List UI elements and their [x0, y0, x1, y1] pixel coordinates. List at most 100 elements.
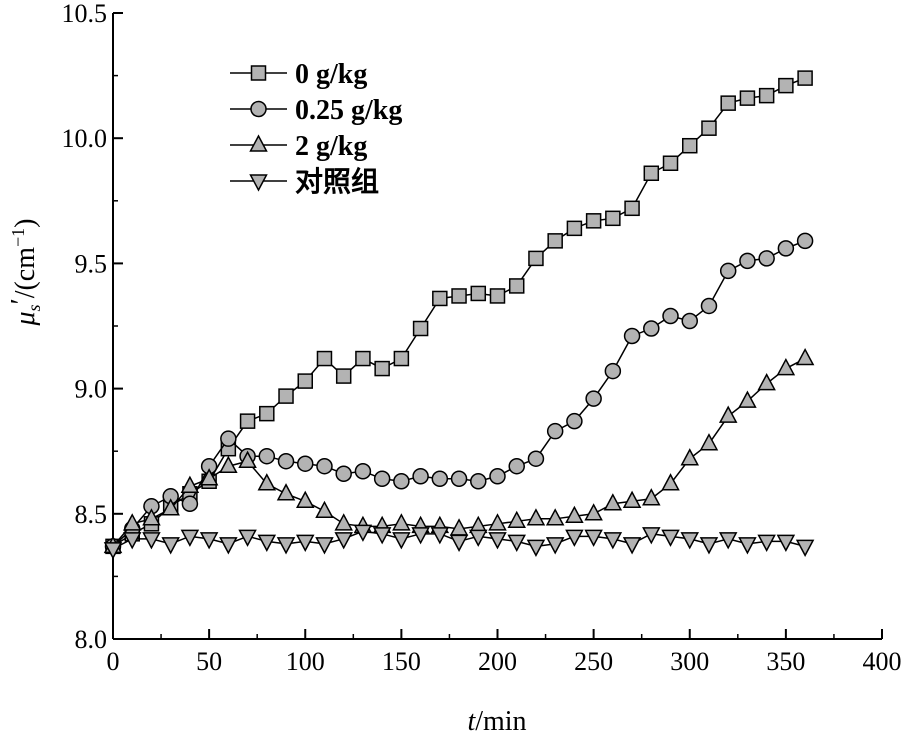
data-point-circle — [700, 297, 718, 315]
series-layer — [103, 70, 815, 560]
axes: 0 50 100 150 200 250 300 350 400 8.0 8.5 9.0 9.5 10.… — [62, 0, 902, 676]
data-point-triangle-down — [161, 537, 180, 555]
data-point-triangle-down — [622, 537, 642, 555]
data-point-square — [316, 350, 333, 367]
data-point-triangle-down — [661, 529, 680, 547]
data-point-circle — [489, 467, 506, 485]
x-tick-label: 100 — [286, 647, 325, 676]
data-point-circle — [719, 262, 737, 280]
data-point-triangle-up — [507, 510, 526, 529]
data-point-circle — [604, 362, 622, 380]
data-point-triangle-up — [526, 508, 546, 526]
data-point-triangle-down — [757, 534, 776, 552]
data-point-triangle-down — [430, 527, 450, 545]
data-point-triangle-down — [411, 527, 430, 545]
data-point-triangle-down — [718, 532, 738, 550]
data-point-triangle-up — [257, 473, 277, 491]
data-point-square — [605, 210, 621, 227]
data-point-triangle-down — [219, 537, 238, 555]
data-point-triangle-down — [488, 532, 507, 550]
legend-label: 2 g/kg — [295, 131, 367, 162]
data-point-triangle-up — [603, 493, 623, 511]
x-tick-label: 250 — [574, 647, 613, 676]
y-axis-title-close: ) — [10, 219, 41, 228]
data-point-circle — [508, 457, 525, 475]
data-point-triangle-up — [661, 473, 680, 491]
x-axis-title-unit: /min — [475, 706, 526, 737]
data-point-triangle-down — [603, 532, 623, 550]
series-line — [112, 357, 806, 547]
x-axis-title: t/min — [467, 706, 526, 737]
data-point-triangle-up — [199, 468, 219, 486]
data-point-circle — [643, 320, 660, 337]
series-line — [112, 240, 806, 547]
data-point-triangle-down — [738, 537, 757, 555]
data-point-square — [278, 388, 294, 404]
data-point-triangle-up — [238, 450, 257, 468]
data-point-triangle-down — [392, 532, 411, 550]
data-point-circle — [681, 312, 698, 330]
data-point-square — [643, 165, 660, 182]
data-point-triangle-down — [372, 527, 392, 545]
data-point-square — [451, 288, 467, 304]
data-point-triangle-up — [699, 433, 719, 451]
data-point-circle — [220, 430, 237, 447]
data-point-square — [335, 368, 352, 384]
series-triangle-up — [103, 347, 815, 554]
data-point-triangle-down — [180, 529, 200, 547]
y-ticks: 8.0 8.5 9.0 9.5 10.0 10.5 — [62, 0, 123, 654]
data-point-square — [662, 155, 679, 171]
data-point-square — [259, 405, 275, 422]
data-point-triangle-up — [545, 508, 565, 526]
data-point-triangle-down — [334, 532, 353, 550]
data-point-square — [682, 137, 698, 154]
data-point-square — [758, 87, 775, 104]
y-axis-title-superscript: −1 — [8, 228, 28, 247]
data-point-circle — [316, 457, 333, 475]
data-point-circle — [431, 470, 449, 487]
data-point-triangle-up — [680, 448, 699, 466]
y-tick-label: 8.0 — [75, 625, 108, 654]
data-point-circle — [393, 472, 410, 490]
data-point-square — [720, 95, 736, 111]
data-point-circle — [662, 307, 679, 325]
data-point-triangle-down — [315, 537, 334, 555]
legend-marker-triangle-up — [249, 134, 268, 152]
y-tick-label: 8.5 — [75, 500, 108, 529]
data-point-triangle-down — [103, 542, 123, 560]
data-point-square — [797, 70, 813, 86]
data-point-triangle-up — [565, 505, 584, 524]
data-point-circle — [181, 495, 199, 513]
data-point-triangle-up — [795, 347, 815, 366]
data-point-triangle-down — [353, 524, 373, 542]
data-point-triangle-down — [199, 532, 219, 550]
legend-item: 0 g/kg — [230, 59, 367, 90]
data-point-triangle-up — [776, 357, 796, 376]
data-point-square — [297, 373, 313, 389]
data-point-circle — [412, 467, 429, 485]
data-point-triangle-up — [142, 508, 161, 526]
y-axis-title-symbol: μ — [10, 311, 41, 326]
data-point-triangle-down — [545, 537, 565, 555]
data-point-triangle-down — [680, 532, 699, 550]
data-point-triangle-up — [584, 503, 603, 521]
data-point-square — [778, 77, 794, 94]
y-axis-title: μs′/(cm−1) — [6, 219, 44, 327]
x-tick-label: 50 — [196, 647, 222, 676]
x-axis-title-italic: t — [467, 706, 476, 737]
data-point-square — [547, 233, 563, 249]
data-point-triangle-up — [315, 500, 334, 519]
data-point-circle — [566, 412, 583, 430]
y-axis-title-prime: ′ — [6, 298, 37, 304]
x-tick-label: 400 — [863, 647, 902, 676]
data-point-triangle-up — [122, 513, 142, 531]
x-tick-label: 200 — [478, 647, 517, 676]
data-point-square — [566, 220, 583, 237]
data-point-triangle-down — [238, 529, 257, 547]
series-square — [105, 70, 813, 555]
data-point-triangle-down — [565, 529, 584, 547]
data-point-circle — [258, 447, 276, 465]
data-point-square — [412, 320, 429, 337]
data-point-triangle-up — [161, 498, 180, 516]
